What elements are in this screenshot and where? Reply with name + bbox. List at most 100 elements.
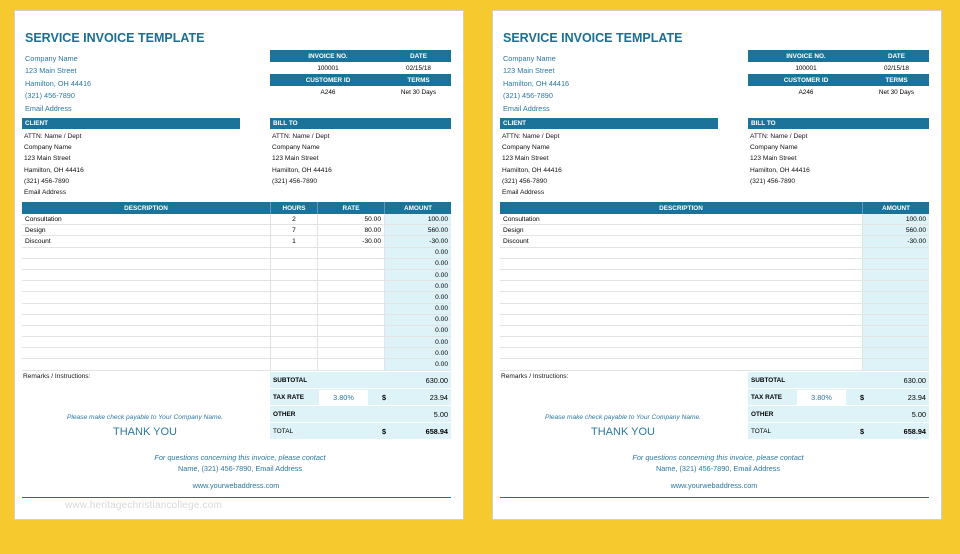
cell-rate[interactable]: -30.00 <box>317 236 384 247</box>
cell-rate[interactable] <box>317 303 384 314</box>
date-value[interactable]: 02/15/18 <box>406 64 431 72</box>
cell-description[interactable] <box>500 248 862 258</box>
cell-description[interactable] <box>22 248 270 258</box>
website[interactable]: www.yourwebaddress.com <box>192 481 280 490</box>
cell-hours[interactable] <box>270 292 317 303</box>
bill-to-street[interactable]: 123 Main Street <box>750 155 797 163</box>
cell-amount[interactable]: 100.00 <box>862 214 929 225</box>
tax-rate-input[interactable]: 3.80% <box>797 389 846 405</box>
cell-description[interactable] <box>500 270 862 280</box>
bill-to-street[interactable]: 123 Main Street <box>272 155 319 163</box>
bill-to-city[interactable]: Hamilton, OH 44416 <box>272 166 332 174</box>
cell-amount[interactable] <box>862 303 929 314</box>
cell-amount[interactable] <box>862 348 929 359</box>
client-company[interactable]: Company Name <box>24 144 72 152</box>
cell-amount[interactable] <box>862 325 929 337</box>
cell-rate[interactable] <box>317 292 384 303</box>
invoice-no-value[interactable]: 100001 <box>317 64 339 72</box>
cell-amount[interactable] <box>862 247 929 258</box>
cell-hours[interactable] <box>270 303 317 314</box>
cell-hours[interactable] <box>270 258 317 269</box>
terms-value[interactable]: Net 30 Days <box>878 88 915 96</box>
cell-rate[interactable] <box>317 348 384 359</box>
bill-to-city[interactable]: Hamilton, OH 44416 <box>750 166 810 174</box>
cell-description[interactable] <box>22 292 270 302</box>
cell-hours[interactable] <box>270 269 317 281</box>
client-email[interactable]: Email Address <box>24 189 67 197</box>
client-street[interactable]: 123 Main Street <box>24 155 71 163</box>
cell-amount[interactable]: 560.00 <box>862 225 929 236</box>
bill-to-company[interactable]: Company Name <box>750 144 798 152</box>
bill-to-phone[interactable]: (321) 456-7890 <box>750 177 796 185</box>
cell-description[interactable] <box>500 337 862 347</box>
cell-description[interactable] <box>500 281 862 291</box>
cell-description[interactable] <box>22 281 270 291</box>
client-phone[interactable]: (321) 456-7890 <box>502 177 548 185</box>
cell-description[interactable] <box>22 315 270 325</box>
cell-description[interactable]: Design <box>25 226 46 234</box>
cell-description[interactable] <box>500 259 862 269</box>
cell-rate[interactable] <box>317 269 384 281</box>
cell-hours[interactable]: 1 <box>270 236 317 247</box>
bill-to-attn[interactable]: ATTN: Name / Dept <box>272 133 330 140</box>
invoice-no-value[interactable]: 100001 <box>795 64 817 72</box>
cell-rate[interactable] <box>317 247 384 258</box>
client-phone[interactable]: (321) 456-7890 <box>24 177 70 185</box>
cell-hours[interactable] <box>270 314 317 325</box>
cell-description[interactable] <box>500 304 862 314</box>
cell-amount[interactable] <box>862 292 929 303</box>
cell-rate[interactable]: 80.00 <box>317 225 384 236</box>
cell-description[interactable] <box>500 292 862 302</box>
bill-to-phone[interactable]: (321) 456-7890 <box>272 177 318 185</box>
cell-description[interactable] <box>500 326 862 336</box>
cell-rate[interactable] <box>317 337 384 348</box>
cell-amount[interactable] <box>862 337 929 348</box>
cell-description[interactable] <box>22 337 270 347</box>
cell-rate[interactable] <box>317 281 384 292</box>
cell-description[interactable]: Consultation <box>503 215 540 223</box>
client-email[interactable]: Email Address <box>502 189 545 197</box>
cell-hours[interactable]: 7 <box>270 225 317 236</box>
cell-description[interactable] <box>500 315 862 325</box>
cell-description[interactable]: Discount <box>25 237 51 245</box>
cell-rate[interactable] <box>317 258 384 269</box>
cell-rate[interactable] <box>317 325 384 337</box>
bill-to-attn[interactable]: ATTN: Name / Dept <box>750 133 808 140</box>
cell-hours[interactable] <box>270 247 317 258</box>
cell-amount[interactable]: -30.00 <box>862 236 929 247</box>
cell-rate[interactable] <box>317 359 384 370</box>
cell-description[interactable] <box>22 259 270 269</box>
client-attn[interactable]: ATTN: Name / Dept <box>502 133 560 140</box>
other-value[interactable]: 5.00 <box>433 409 448 419</box>
cell-amount[interactable] <box>862 258 929 269</box>
client-company[interactable]: Company Name <box>502 144 550 152</box>
website[interactable]: www.yourwebaddress.com <box>670 481 758 490</box>
cell-description[interactable] <box>500 359 862 369</box>
cell-description[interactable] <box>500 348 862 358</box>
terms-value[interactable]: Net 30 Days <box>400 88 437 96</box>
cell-rate[interactable] <box>317 314 384 325</box>
cell-rate[interactable]: 50.00 <box>317 214 384 225</box>
client-city[interactable]: Hamilton, OH 44416 <box>24 166 84 174</box>
client-street[interactable]: 123 Main Street <box>502 155 549 163</box>
cell-description[interactable] <box>22 359 270 369</box>
customer-id-value[interactable]: A246 <box>320 88 336 96</box>
cell-description[interactable] <box>22 304 270 314</box>
other-value[interactable]: 5.00 <box>911 409 926 419</box>
date-value[interactable]: 02/15/18 <box>884 64 909 72</box>
cell-description[interactable] <box>22 270 270 280</box>
bill-to-company[interactable]: Company Name <box>272 144 320 152</box>
cell-hours[interactable] <box>270 325 317 337</box>
cell-hours[interactable] <box>270 337 317 348</box>
cell-description[interactable]: Consultation <box>25 215 62 223</box>
cell-hours[interactable] <box>270 348 317 359</box>
client-city[interactable]: Hamilton, OH 44416 <box>502 166 562 174</box>
cell-amount[interactable] <box>862 314 929 325</box>
client-attn[interactable]: ATTN: Name / Dept <box>24 133 82 140</box>
customer-id-value[interactable]: A246 <box>798 88 814 96</box>
cell-hours[interactable] <box>270 281 317 292</box>
cell-amount[interactable] <box>862 281 929 292</box>
cell-description[interactable]: Discount <box>503 237 529 245</box>
tax-rate-input[interactable]: 3.80% <box>319 389 368 405</box>
cell-description[interactable]: Design <box>503 226 524 234</box>
